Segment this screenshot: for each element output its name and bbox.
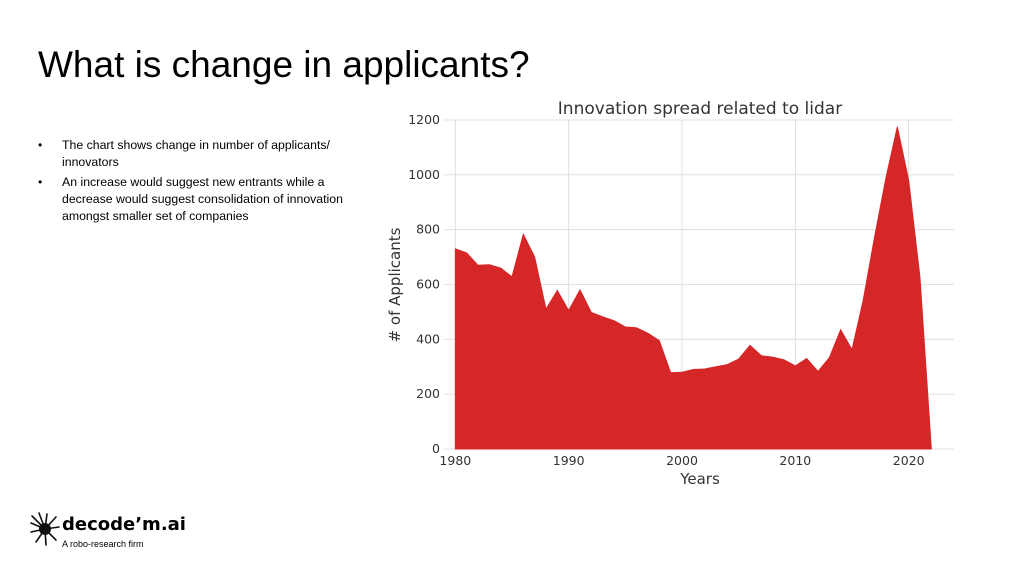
logo-name: decode’m.ai [62,514,186,535]
logo-tagline: A robo-research firm [62,539,144,549]
bullet-text: An increase would suggest new entrants w… [62,175,343,223]
bullet-glyph: • [38,138,43,152]
y-tick-label: 800 [416,222,440,237]
bullet-text: The chart shows change in number of appl… [62,138,330,169]
x-tick-label: 1980 [439,453,471,468]
y-tick-label: 400 [416,331,440,346]
x-tick-label: 2010 [779,453,811,468]
y-tick-label: 1200 [408,112,440,127]
company-logo: decode’m.ai A robo-research firm [30,512,220,552]
bullet-glyph: • [38,175,43,189]
bullet-item: • The chart shows change in number of ap… [38,137,368,171]
x-axis: 1980 1990 2000 2010 2020 [439,453,924,468]
y-axis: 0 200 400 600 800 1000 1200 [408,112,440,456]
chart-title: Innovation spread related to lidar [558,99,842,119]
y-tick-label: 600 [416,277,440,292]
x-tick-label: 2020 [893,453,925,468]
splatter-icon [30,512,60,546]
y-axis-label: # of Applicants [386,227,404,342]
bullet-item: • An increase would suggest new entrants… [38,174,368,225]
area-series [454,126,932,450]
x-tick-label: 1990 [553,453,585,468]
bullet-list: • The chart shows change in number of ap… [38,137,368,228]
y-tick-label: 0 [432,441,440,456]
slide-title: What is change in applicants? [38,44,530,85]
area-chart: Innovation spread related to lidar 0 200 4… [386,99,954,488]
y-tick-label: 200 [416,386,440,401]
plot-area [454,126,932,450]
x-tick-label: 2000 [666,453,698,468]
x-axis-label: Years [679,470,720,488]
y-tick-label: 1000 [408,167,440,182]
